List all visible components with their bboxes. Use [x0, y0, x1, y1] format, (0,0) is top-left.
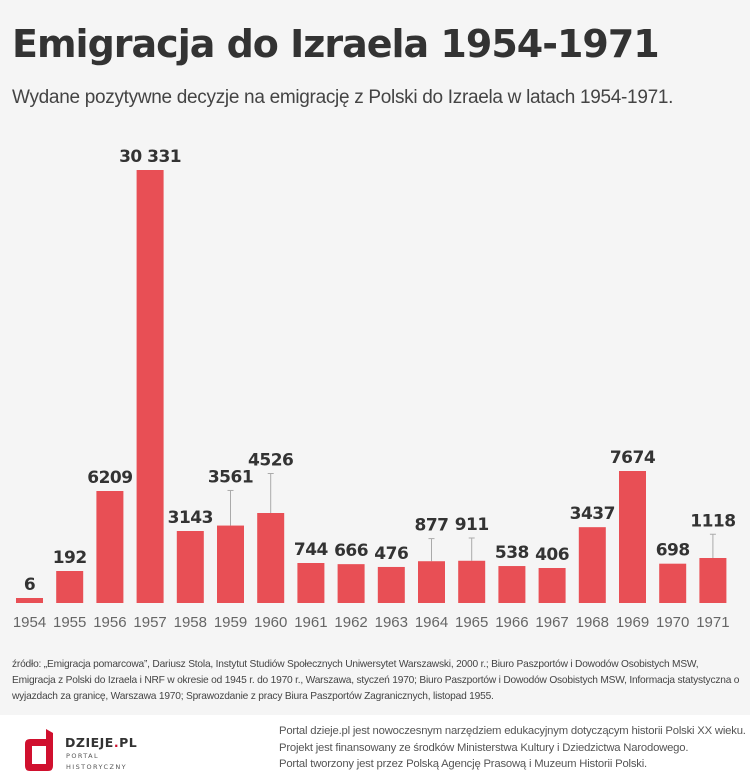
bars-layer: 6 1954 192 1955 6209 1956 30 331 1957 3143 1958 35…: [13, 147, 736, 631]
bar-1971: [699, 558, 727, 603]
footer: DZIEJE.PL PORTAL HISTORYCZNY Portal dzie…: [0, 715, 750, 782]
x-tick-label: 1967: [535, 614, 568, 631]
bar-1960: [257, 513, 285, 603]
dzieje-logo-icon: [25, 729, 53, 771]
data-label: 877: [415, 516, 449, 536]
x-tick-label: 1968: [576, 614, 609, 631]
x-tick-label: 1962: [334, 614, 367, 631]
bar-chart: 6 1954 192 1955 6209 1956 30 331 1957 3143 1958 35…: [13, 147, 736, 631]
x-tick-label: 1959: [214, 614, 247, 631]
bar-1961: [297, 563, 325, 603]
data-label: 192: [53, 548, 87, 568]
bar-1967: [538, 568, 566, 603]
bar-1965: [458, 560, 486, 603]
data-label: 30 331: [119, 147, 181, 167]
footer-line: Portal dzieje.pl jest nowoczesnym narzęd…: [279, 725, 746, 737]
x-tick-label: 1960: [254, 614, 287, 631]
bar-1957: [136, 170, 164, 603]
bar-1970: [659, 563, 687, 603]
data-label: 666: [334, 541, 368, 561]
source-note: źródło: „Emigracja pomarcowa”, Dariusz S…: [12, 659, 740, 702]
data-label: 3437: [570, 504, 615, 524]
data-label: 6209: [87, 468, 132, 488]
bar-1958: [176, 531, 204, 603]
x-tick-label: 1966: [495, 614, 528, 631]
footer-line: Projekt jest finansowany ze środków Mini…: [279, 741, 689, 754]
bar-1966: [498, 566, 526, 603]
footer-line: Portal tworzony jest przez Polską Agencj…: [279, 758, 647, 770]
data-label: 406: [535, 545, 569, 565]
x-tick-label: 1963: [375, 614, 408, 631]
data-label: 698: [656, 541, 690, 561]
x-tick-label: 1970: [656, 614, 689, 631]
brand-tagline-2: HISTORYCZNY: [66, 763, 127, 771]
x-tick-label: 1954: [13, 614, 46, 631]
brand-dot: .: [113, 735, 120, 750]
chart-title: Emigracja do Izraela 1954-1971: [12, 22, 660, 66]
data-label: 1118: [690, 511, 735, 531]
data-label: 7674: [610, 448, 656, 468]
x-tick-label: 1964: [415, 614, 448, 631]
brand-tld: PL: [119, 735, 138, 750]
bar-1956: [96, 491, 124, 603]
data-label: 476: [374, 544, 408, 564]
data-label: 744: [294, 540, 329, 560]
x-tick-label: 1956: [93, 614, 126, 631]
x-tick-label: 1957: [133, 614, 166, 631]
x-tick-label: 1969: [616, 614, 649, 631]
bar-1954: [16, 598, 43, 603]
bar-1964: [418, 561, 445, 603]
brand-name: DZIEJE.PL: [65, 735, 137, 750]
bar-1963: [377, 566, 405, 603]
data-label: 4526: [248, 451, 293, 471]
data-label: 911: [455, 515, 489, 535]
bar-1959: [217, 525, 244, 603]
bar-1969: [619, 471, 646, 603]
brand-main: DZIEJE: [65, 735, 114, 750]
data-label: 3561: [208, 467, 253, 487]
data-label: 538: [495, 543, 529, 563]
x-tick-label: 1961: [294, 614, 327, 631]
bar-1955: [56, 571, 84, 603]
data-label: 3143: [168, 508, 213, 528]
brand-tagline-1: PORTAL: [66, 752, 100, 760]
chart-subtitle: Wydane pozytywne decyzje na emigrację z …: [12, 87, 674, 108]
x-tick-label: 1958: [174, 614, 207, 631]
x-tick-label: 1955: [53, 614, 86, 631]
data-label: 6: [24, 575, 35, 595]
x-tick-label: 1971: [696, 614, 729, 631]
bar-1962: [337, 564, 365, 603]
x-tick-label: 1965: [455, 614, 488, 631]
footer-info: Portal dzieje.pl jest nowoczesnym narzęd…: [279, 723, 746, 773]
bar-1968: [578, 527, 606, 603]
